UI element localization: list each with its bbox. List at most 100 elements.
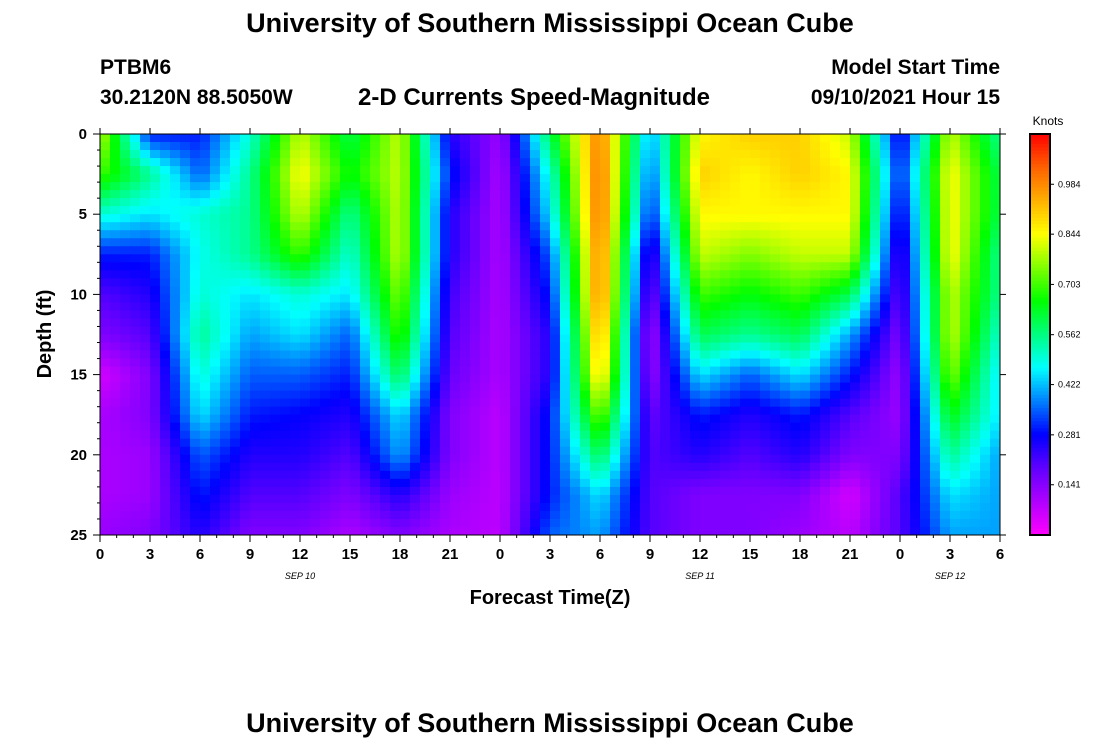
heatmap-cell — [510, 350, 521, 359]
heatmap-cell — [680, 246, 691, 255]
colorbar-swatch — [1030, 501, 1050, 506]
heatmap-cell — [200, 494, 211, 504]
heatmap-cell — [740, 518, 751, 528]
heatmap-cell — [730, 214, 741, 223]
heatmap-cell — [340, 486, 351, 496]
heatmap-cell — [950, 382, 961, 392]
heatmap-cell — [580, 190, 591, 199]
heatmap-cell — [650, 366, 661, 375]
heatmap-cell — [800, 510, 811, 520]
heatmap-cell — [150, 422, 161, 432]
heatmap-cell — [240, 494, 251, 504]
heatmap-cell — [730, 318, 741, 327]
heatmap-cell — [340, 390, 351, 400]
heatmap-cell — [550, 286, 561, 295]
heatmap-cell — [570, 334, 581, 343]
heatmap-cell — [990, 350, 1001, 359]
heatmap-cell — [240, 446, 251, 456]
heatmap-cell — [430, 150, 441, 159]
heatmap-cell — [550, 502, 561, 512]
heatmap-cell — [410, 230, 421, 239]
heatmap-cell — [500, 190, 511, 199]
heatmap-cell — [800, 454, 811, 464]
heatmap-cell — [540, 214, 551, 223]
heatmap-cell — [600, 502, 611, 512]
heatmap-cell — [240, 422, 251, 432]
heatmap-cell — [730, 278, 741, 287]
heatmap-cell — [890, 342, 901, 351]
heatmap-cell — [340, 214, 351, 223]
heatmap-cell — [380, 166, 391, 175]
heatmap-cell — [550, 238, 561, 247]
heatmap-cell — [540, 302, 551, 311]
heatmap-cell — [550, 462, 561, 472]
heatmap-cell — [240, 158, 251, 167]
heatmap-cell — [160, 414, 171, 424]
heatmap-cell — [730, 254, 741, 263]
heatmap-cell — [300, 374, 311, 384]
heatmap-cell — [830, 286, 841, 295]
heatmap-cell — [750, 494, 761, 504]
heatmap-cell — [380, 478, 391, 488]
heatmap-cell — [610, 142, 621, 151]
heatmap-cell — [760, 174, 771, 183]
heatmap-cell — [660, 518, 671, 528]
heatmap-cell — [970, 246, 981, 255]
heatmap-cell — [390, 358, 401, 367]
heatmap-cell — [170, 414, 181, 424]
heatmap-cell — [210, 190, 221, 199]
heatmap-cell — [590, 254, 601, 263]
heatmap-cell — [580, 166, 591, 175]
heatmap-cell — [680, 166, 691, 175]
heatmap-cell — [820, 502, 831, 512]
heatmap-cell — [930, 350, 941, 359]
heatmap-cell — [190, 390, 201, 400]
heatmap-cell — [970, 254, 981, 263]
heatmap-cell — [830, 270, 841, 279]
heatmap-cell — [270, 262, 281, 271]
heatmap-cell — [250, 182, 261, 191]
heatmap-cell — [750, 358, 761, 367]
heatmap-cell — [700, 422, 711, 432]
heatmap-cell — [890, 526, 901, 536]
heatmap-cell — [300, 214, 311, 223]
heatmap-cell — [910, 174, 921, 183]
x-tick-label: 6 — [996, 546, 1004, 563]
heatmap-cell — [930, 438, 941, 448]
heatmap-cell — [990, 390, 1001, 400]
heatmap-cell — [940, 158, 951, 167]
heatmap-cell — [950, 182, 961, 191]
heatmap-cell — [630, 134, 641, 143]
heatmap-cell — [190, 214, 201, 223]
heatmap-cell — [790, 246, 801, 255]
heatmap-cell — [810, 326, 821, 335]
heatmap-cell — [450, 142, 461, 151]
heatmap-cell — [390, 382, 401, 392]
heatmap-cell — [360, 142, 371, 151]
heatmap-cell — [730, 158, 741, 167]
heatmap-cell — [650, 494, 661, 504]
heatmap-cell — [720, 350, 731, 359]
heatmap-cell — [880, 374, 891, 384]
heatmap-cell — [350, 342, 361, 351]
heatmap-cell — [760, 374, 771, 384]
heatmap-cell — [800, 390, 811, 400]
heatmap-cell — [210, 454, 221, 464]
heatmap-cell — [130, 478, 141, 488]
heatmap-cell — [970, 494, 981, 504]
heatmap-cell — [880, 198, 891, 207]
heatmap-cell — [730, 406, 741, 416]
heatmap-cell — [700, 382, 711, 392]
colorbar-swatch — [1030, 371, 1050, 376]
heatmap-cell — [290, 406, 301, 416]
heatmap-cell — [620, 270, 631, 279]
heatmap-cell — [250, 518, 261, 528]
heatmap-cell — [780, 358, 791, 367]
colorbar-swatch — [1030, 377, 1050, 382]
heatmap-cell — [920, 286, 931, 295]
heatmap-cell — [900, 518, 911, 528]
heatmap-cell — [470, 446, 481, 456]
heatmap-cell — [850, 438, 861, 448]
heatmap-cell — [340, 174, 351, 183]
heatmap-cell — [670, 174, 681, 183]
